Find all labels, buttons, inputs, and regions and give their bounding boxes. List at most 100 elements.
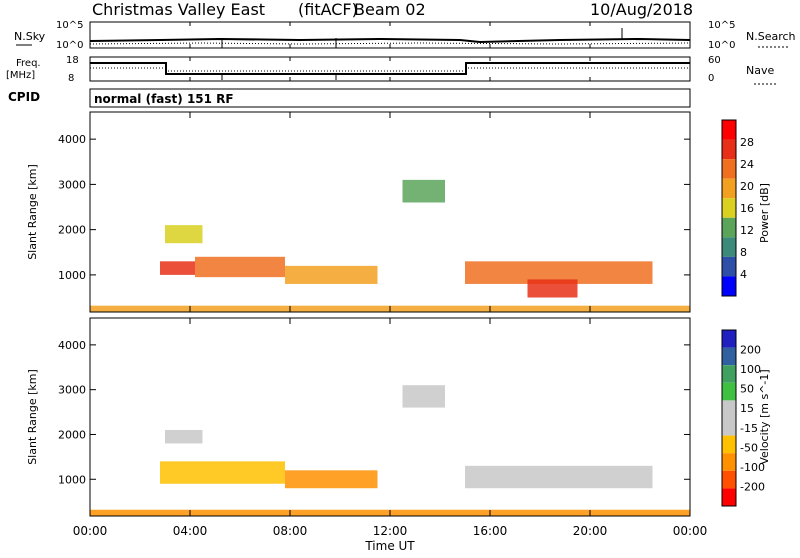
power-colorbar-tick-1: 8 (740, 246, 747, 259)
time-tick-label-3: 12:00 (373, 524, 408, 538)
power-colorbar-tick-5: 24 (740, 158, 754, 171)
velocity-colorbar-swatch-6 (722, 435, 736, 454)
velocity-cell-4 (465, 465, 653, 489)
velocity-heatmap (90, 385, 690, 516)
velocity-ylabel: Slant Range [km] (26, 369, 39, 465)
velocity-colorbar-label: Velocity [m s^-1] (758, 369, 771, 464)
time-axis-label: Time UT (364, 539, 415, 553)
velocity-cell-1 (285, 470, 378, 489)
power-colorbar-swatch-2 (722, 159, 736, 179)
nave-tick-top: 60 (708, 55, 721, 66)
nsearch-tick-top: 10^5 (708, 20, 735, 31)
nave-trace (90, 67, 690, 72)
power-colorbar-swatch-1 (722, 139, 736, 160)
power-colorbar-tick-0: 4 (740, 268, 747, 281)
station-title: Christmas Valley East (92, 0, 265, 19)
time-tick-label-2: 08:00 (273, 524, 308, 538)
velocity-colorbar-swatch-0 (722, 330, 736, 348)
power-colorbar-tick-2: 12 (740, 224, 754, 237)
power-colorbar-tick-4: 20 (740, 180, 754, 193)
velocity-y-axis: 1000 2000 3000 4000 (58, 339, 690, 486)
date-label: 10/Aug/2018 (590, 0, 693, 19)
nsky-trace (89, 37, 691, 44)
power-cell-0 (160, 261, 195, 275)
velocity-colorbar-swatch-7 (722, 453, 736, 471)
freq-label-1: Freq. (16, 58, 41, 69)
cpid-label: CPID (8, 90, 40, 104)
power-colorbar-tick-3: 16 (740, 202, 754, 215)
nsky-label: N.Sky (14, 30, 46, 43)
time-tick-label-0: 00:00 (73, 524, 108, 538)
velocity-colorbar: -200 -100 -50 -15 15 50 100 200 (721, 329, 765, 507)
velocity-colorbar-tick-0: -200 (740, 480, 765, 493)
velocity-cell-2 (165, 429, 203, 444)
velocity-colorbar-swatch-4 (722, 400, 736, 418)
power-cell-3 (165, 225, 203, 244)
power-colorbar: 4 8 12 16 20 24 28 (721, 119, 754, 297)
time-tick-label-5: 20:00 (573, 524, 608, 538)
velocity-colorbar-swatch-8 (722, 470, 736, 489)
cpid-value: normal (fast) 151 RF (94, 92, 234, 106)
velocity-colorbar-frame (721, 329, 737, 507)
nave-label: Nave (746, 64, 774, 77)
power-colorbar-swatch-3 (722, 178, 736, 199)
power-ytick-label-3: 4000 (58, 133, 86, 146)
velocity-colorbar-tick-2: -50 (740, 441, 758, 454)
power-cell-2 (285, 265, 378, 284)
velocity-colorbar-tick-1: -100 (740, 461, 765, 474)
velocity-colorbar-swatch-2 (722, 365, 736, 383)
velocity-colorbar-swatch-9 (722, 488, 736, 506)
time-tick-label-4: 16:00 (473, 524, 508, 538)
freq-tick-top: 18 (66, 55, 79, 66)
time-tick-label-1: 04:00 (173, 524, 208, 538)
velocity-colorbar-swatch-1 (722, 347, 736, 366)
power-colorbar-swatch-5 (722, 217, 736, 238)
velocity-cell-0 (160, 461, 285, 484)
nsky-tick-bottom: 10^0 (56, 40, 83, 51)
freq-tick-bottom: 8 (68, 73, 74, 84)
velocity-colorbar-tick-6: 100 (740, 363, 761, 376)
power-colorbar-frame (721, 119, 737, 297)
velocity-colorbar-swatch-5 (722, 418, 736, 436)
freq-trace (90, 62, 690, 75)
nsearch-label: N.Search (746, 30, 796, 43)
power-ytick-label-0: 1000 (58, 269, 86, 282)
nave-tick-bottom: 0 (708, 73, 714, 84)
velocity-colorbar-tick-7: 200 (740, 344, 761, 357)
nsearch-tick-bottom: 10^0 (708, 40, 735, 51)
velocity-ytick-label-3: 4000 (58, 339, 86, 352)
power-colorbar-swatch-8 (722, 276, 736, 296)
velocity-ytick-label-0: 1000 (58, 473, 86, 486)
time-axis: 00:00 04:00 08:00 12:00 16:00 20:00 00:00 (73, 22, 708, 538)
velocity-cell-3 (402, 385, 445, 408)
power-cell-6 (527, 279, 578, 298)
velocity-colorbar-tick-5: 50 (740, 383, 754, 396)
velocity-ytick-label-2: 3000 (58, 384, 86, 397)
velocity-colorbar-swatch-3 (722, 382, 736, 401)
power-ylabel: Slant Range [km] (26, 164, 39, 260)
time-tick-label-6: 00:00 (673, 524, 708, 538)
power-ytick-label-1: 2000 (58, 224, 86, 237)
mode-label: (fitACF) (298, 0, 358, 19)
power-colorbar-swatch-0 (722, 120, 736, 140)
power-colorbar-tick-6: 28 (740, 136, 754, 149)
power-ytick-label-2: 3000 (58, 178, 86, 191)
power-colorbar-swatch-6 (722, 237, 736, 257)
velocity-colorbar-tick-3: -15 (740, 422, 758, 435)
power-heatmap (90, 179, 690, 312)
velocity-colorbar-tick-4: 15 (740, 402, 754, 415)
power-cell-1 (195, 256, 285, 278)
power-colorbar-label: Power [dB] (758, 183, 771, 243)
nsearch-trace (89, 42, 691, 45)
power-cell-5 (465, 261, 653, 284)
beam-label: Beam 02 (354, 0, 426, 19)
nsky-tick-top: 10^5 (56, 20, 83, 31)
freq-label-2: [MHz] (6, 70, 35, 81)
velocity-ytick-label-1: 2000 (58, 428, 86, 441)
power-colorbar-swatch-7 (722, 256, 736, 277)
cpid-panel (89, 88, 691, 108)
power-colorbar-swatch-4 (722, 198, 736, 218)
power-y-axis: 1000 2000 3000 4000 (58, 133, 690, 282)
